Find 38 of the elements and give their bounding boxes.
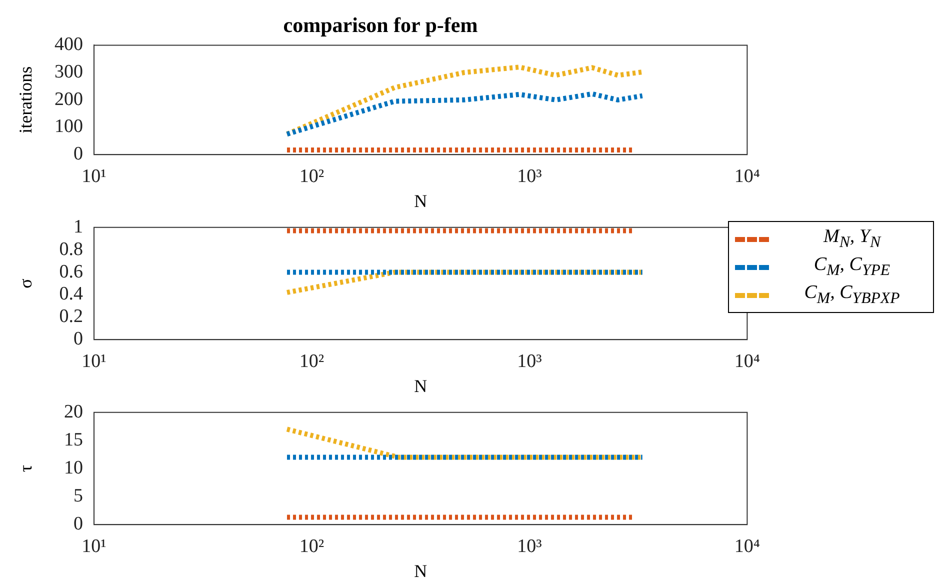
x-tick-label: 10⁴ (734, 350, 760, 372)
y-tick-label: 0.2 (59, 306, 83, 328)
x-tick-label: 10³ (517, 350, 542, 372)
y-tick-label: 0.6 (59, 261, 83, 282)
x-tick-label: 10¹ (82, 536, 107, 557)
x-tick-label: 10⁴ (734, 536, 760, 557)
y-tick-label: 0 (74, 328, 83, 350)
x-tick-label: 10² (299, 350, 324, 372)
y-tick-label: 20 (64, 401, 83, 422)
y-tick-label: 0 (74, 514, 83, 535)
x-tick-label: 10² (299, 166, 324, 187)
legend-label: C$_{M}$, C$_{YPE}$ (812, 254, 892, 280)
x-axis-title: N (414, 376, 428, 396)
legend-label: C$_{M}$, C$_{YBPXP}$ (803, 282, 901, 308)
y-tick-label: 0.8 (59, 238, 83, 260)
y-tick-label: 400 (54, 34, 83, 56)
x-axis-title: N (414, 190, 428, 211)
y-tick-label: 0.4 (59, 284, 84, 305)
y-tick-label: 0 (74, 144, 83, 165)
chart-title: comparison for p-fem (283, 13, 478, 38)
y-tick-label: 300 (54, 62, 83, 83)
y-axis-title: τ (16, 464, 36, 472)
x-tick-label: 10¹ (82, 166, 107, 187)
y-tick-label: 10 (64, 457, 83, 478)
x-tick-label: 10³ (517, 536, 542, 557)
y-tick-label: 200 (54, 88, 83, 110)
text: M$_{N}$, Y$_{N}$ (822, 226, 882, 252)
x-tick-label: 10² (299, 536, 324, 557)
y-tick-label: 15 (64, 429, 83, 450)
y-axis-title: iterations (16, 66, 36, 134)
x-tick-label: 10³ (517, 166, 542, 187)
y-tick-label: 5 (74, 486, 83, 507)
x-axis-title: N (414, 560, 428, 581)
y-tick-label: 100 (54, 116, 83, 138)
x-tick-label: 10¹ (82, 350, 107, 372)
x-tick-label: 10⁴ (734, 166, 760, 187)
y-tick-label: 1 (74, 216, 83, 238)
y-axis-title: σ (16, 278, 36, 288)
